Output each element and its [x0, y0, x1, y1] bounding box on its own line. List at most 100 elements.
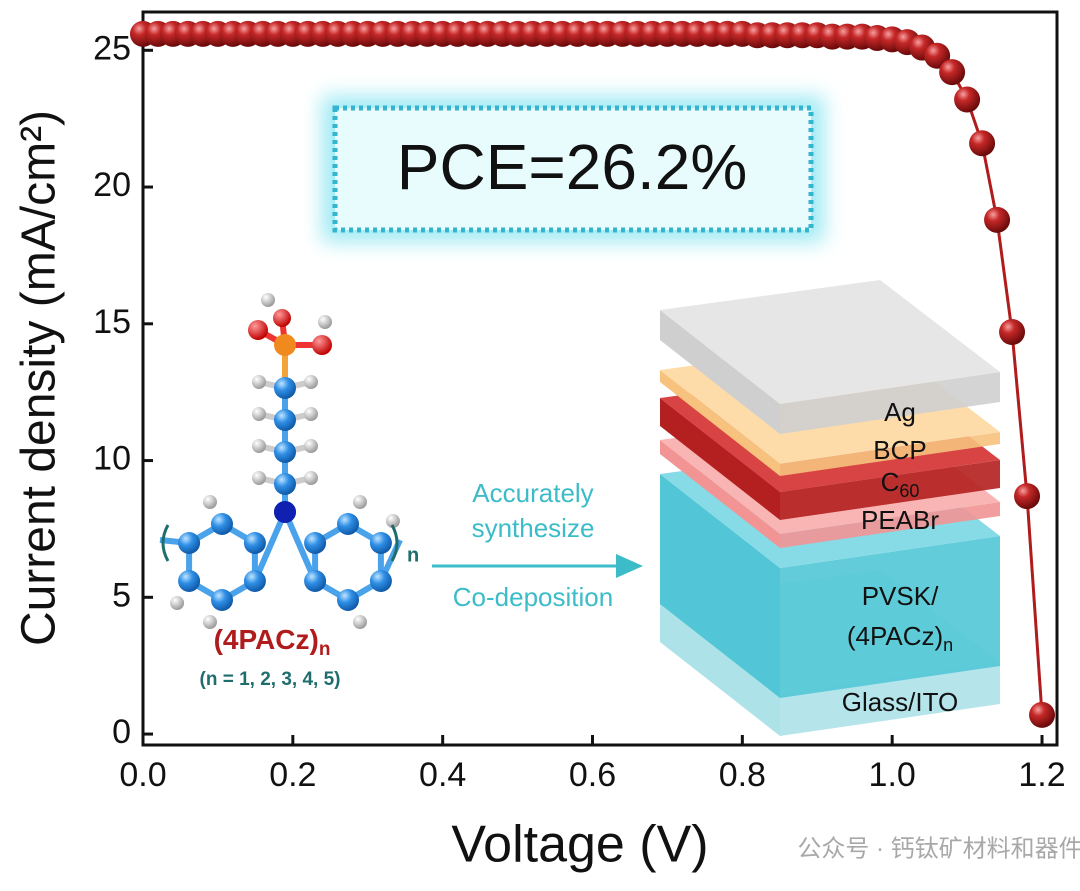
layer-top [660, 280, 1000, 404]
atom [203, 495, 217, 509]
atom [211, 513, 233, 535]
layer-name: Glass/ITO [842, 687, 959, 717]
atom [304, 471, 318, 485]
atom [252, 375, 266, 389]
y-tick-label: 25 [93, 29, 131, 67]
atom [273, 309, 291, 327]
layer-name: (4PACz) [847, 621, 943, 651]
point [999, 319, 1026, 346]
layer-name: PVSK/ [862, 581, 939, 611]
atom [203, 615, 217, 629]
atom [211, 589, 233, 611]
x-tick-label: 0.0 [119, 756, 166, 794]
x-tick-label: 1.2 [1018, 756, 1065, 794]
pce-box [332, 105, 814, 233]
x-tick-label: 0.8 [719, 756, 766, 794]
x-tick-label: 0.4 [419, 756, 466, 794]
atom [274, 473, 296, 495]
atom [318, 315, 332, 329]
nitrogen [274, 501, 296, 523]
pce-text: PCE=26.2% [397, 131, 747, 203]
atom [261, 293, 275, 307]
layer-name: Ag [884, 397, 916, 427]
y-tick-label: 5 [112, 576, 131, 614]
repeat-sub: n [407, 544, 419, 566]
layer-side [660, 600, 780, 736]
layer-side [780, 460, 1000, 520]
atom [252, 471, 266, 485]
atom [248, 320, 268, 340]
layer-label: PVSK/ [862, 581, 939, 611]
atom [353, 495, 367, 509]
atom [304, 570, 327, 592]
layer-side [780, 536, 1000, 698]
y-tick-label: 20 [93, 166, 131, 204]
atom [337, 589, 359, 611]
atom [385, 514, 400, 528]
layer-name: C [881, 467, 900, 497]
layer-side [780, 662, 1000, 736]
point [939, 59, 966, 86]
molecule-sub: n [319, 639, 331, 660]
n-values: (n = 1, 2, 3, 4, 5) [200, 669, 341, 690]
bond [282, 510, 318, 583]
layer-side [780, 372, 1000, 434]
atom [252, 407, 266, 421]
layer-label: Glass/ITO [842, 687, 959, 717]
atom [312, 335, 332, 355]
point [1014, 483, 1041, 510]
y-tick-label: 10 [93, 440, 131, 478]
arrow-label: Co-deposition [453, 582, 613, 612]
layer-label: Ag [884, 397, 916, 427]
atom [337, 513, 359, 535]
insets: PCE=26.2% Accurately synthesize Co-depos… [159, 96, 1000, 736]
atom [252, 439, 266, 453]
y-axis-title: Current density (mA/cm²) [13, 110, 66, 646]
atom [178, 570, 201, 592]
point [969, 130, 996, 157]
bracket [161, 524, 170, 562]
bond [252, 510, 288, 583]
point [984, 206, 1011, 233]
atom [274, 441, 296, 463]
layer-label: BCP [873, 435, 926, 465]
atom [274, 409, 296, 431]
layer-label: PEABr [861, 505, 939, 535]
layer-name: PEABr [861, 505, 939, 535]
x-tick-label: 0.2 [269, 756, 316, 794]
layer-sub: n [943, 635, 953, 655]
y-tick-label: 15 [93, 303, 131, 341]
atom [170, 596, 185, 610]
atom [243, 570, 266, 592]
atom [353, 615, 367, 629]
molecule [159, 293, 403, 629]
point [954, 86, 981, 113]
x-tick-label: 0.6 [569, 756, 616, 794]
atom [304, 375, 318, 389]
arrow-label: synthesize [472, 513, 595, 543]
atom [178, 532, 201, 554]
layer-sub: 60 [899, 481, 919, 501]
atom [274, 377, 296, 399]
y-tick-label: 0 [112, 713, 131, 751]
layer-label: C60 [881, 467, 920, 501]
atom [243, 532, 266, 554]
layer-label: (4PACz)n [847, 621, 953, 655]
atom [369, 570, 392, 592]
atom [304, 407, 318, 421]
bracket [390, 524, 399, 562]
layer-side [780, 432, 1000, 476]
point [924, 42, 951, 69]
layer-side [660, 398, 780, 520]
layer-side [660, 370, 780, 476]
atom [304, 532, 327, 554]
layer-side [660, 440, 780, 548]
point [1029, 701, 1056, 728]
molecule-name: (4PACz) [214, 624, 319, 655]
phosphorus [274, 334, 296, 356]
layer-side [780, 502, 1000, 548]
atom [304, 439, 318, 453]
layer-side [660, 474, 780, 698]
